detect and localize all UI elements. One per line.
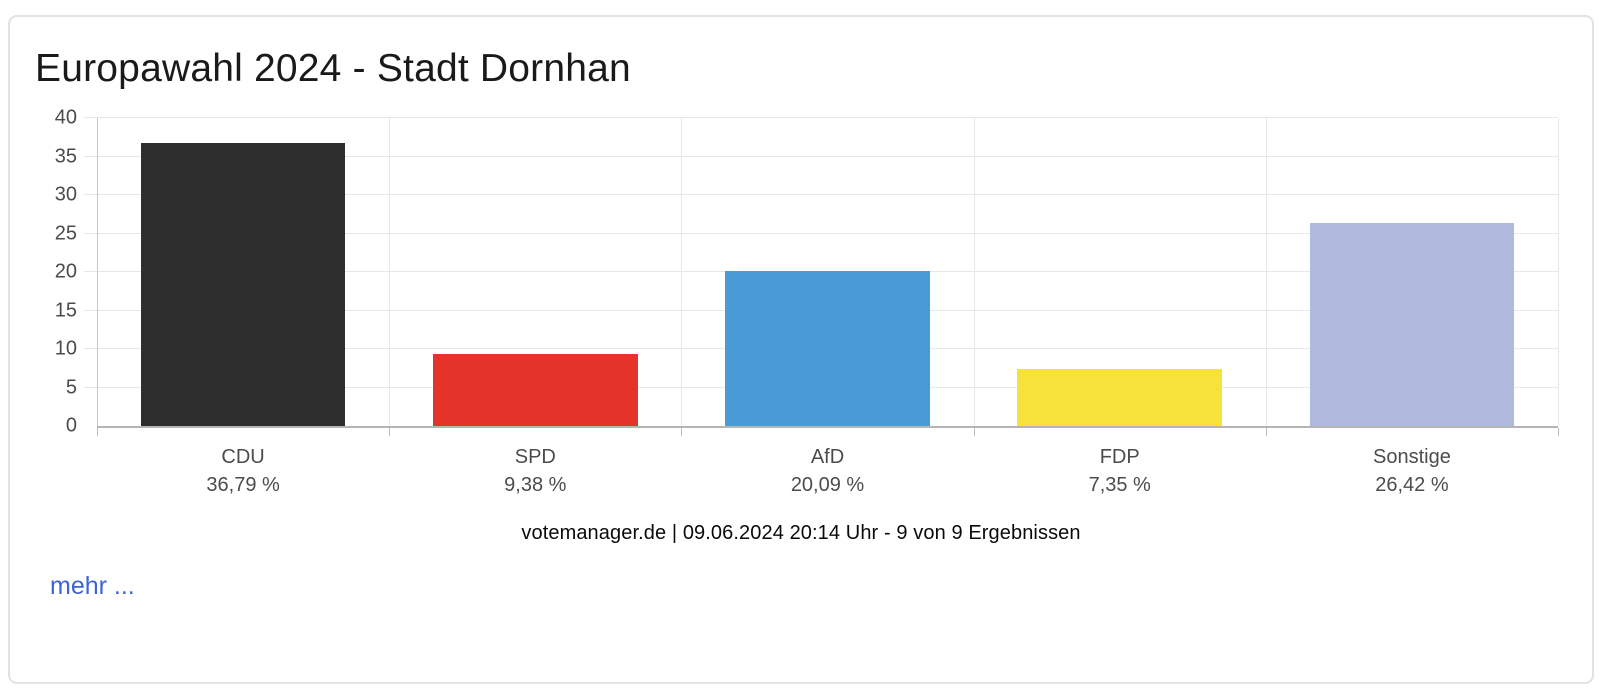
bar-column-spd	[389, 118, 681, 426]
category-name: SPD	[514, 446, 556, 468]
category-value: 20,09 %	[790, 474, 865, 496]
category-name: AfD	[810, 446, 845, 468]
bar-column-afd	[681, 118, 973, 426]
x-axis-tick-mark	[97, 428, 98, 436]
vertical-gridline	[1265, 118, 1267, 426]
bar-spd[interactable]	[433, 353, 638, 426]
category-value: 9,38 %	[504, 474, 567, 496]
gridline	[84, 194, 1558, 195]
category-value: 36,79 %	[206, 474, 280, 496]
category-name: Sonstige	[1372, 446, 1451, 468]
gridline	[84, 232, 1558, 234]
y-axis-tick-label: 5	[65, 376, 77, 398]
page-title: Europawahl 2024 - Stadt Dornhan	[35, 47, 631, 90]
bar-afd[interactable]	[725, 271, 930, 426]
vertical-gridline	[973, 118, 975, 426]
vertical-gridline	[681, 118, 683, 426]
y-axis-tick-label: 40	[54, 106, 77, 129]
x-axis-tick-mark	[973, 428, 975, 436]
gridline	[84, 117, 1558, 118]
y-axis-tick-label: 15	[54, 299, 77, 321]
plot-area: 0 5 10 15 20 25 30 35 40	[55, 107, 1559, 437]
bar-cdu[interactable]	[140, 142, 346, 426]
bar-column-sonstige	[1266, 118, 1558, 426]
category-value: 7,35 %	[1088, 474, 1151, 496]
results-card: Europawahl 2024 - Stadt Dornhan 0 5 10 15 20…	[8, 15, 1594, 684]
x-axis-tick-mark	[389, 428, 391, 436]
bar-chart: 0 5 10 15 20 25 30 35 40 CDU 36,79 % SPD 9,38 % AfD 2…	[10, 107, 1592, 499]
y-axis-tick-label: 35	[54, 145, 77, 167]
more-link[interactable]: mehr ...	[50, 572, 135, 600]
category-name: FDP	[1099, 446, 1140, 468]
x-axis-tick-mark	[681, 428, 683, 436]
category-label-sonstige: Sonstige 26,42 %	[1266, 443, 1558, 499]
category-label-spd: SPD 9,38 %	[389, 443, 681, 499]
category-value: 26,42 %	[1375, 474, 1449, 496]
bar-sonstige[interactable]	[1309, 222, 1515, 426]
vertical-gridline	[1558, 118, 1559, 426]
y-axis-tick-label: 0	[65, 414, 77, 437]
source-line: votemanager.de | 09.06.2024 20:14 Uhr - …	[521, 522, 1081, 544]
bar-fdp[interactable]	[1017, 369, 1222, 426]
y-axis-tick-label: 20	[54, 260, 77, 283]
x-axis-tick-mark	[1558, 428, 1559, 436]
gridline	[84, 155, 1558, 157]
y-axis-tick-label: 30	[54, 183, 77, 206]
plot-wrap: 0 5 10 15 20 25 30 35 40	[55, 107, 1559, 437]
category-label-fdp: FDP 7,35 %	[974, 443, 1266, 499]
vertical-gridline	[389, 118, 391, 426]
x-axis-tick-mark	[1265, 428, 1267, 436]
y-axis-line	[97, 118, 98, 426]
category-label-afd: AfD 20,09 %	[681, 443, 973, 499]
x-axis-labels: CDU 36,79 % SPD 9,38 % AfD 20,09 % FDP 7,35 % So…	[97, 443, 1558, 499]
bar-columns	[97, 118, 1558, 426]
category-label-cdu: CDU 36,79 %	[97, 443, 389, 499]
category-name: CDU	[221, 446, 265, 468]
y-axis-tick-label: 25	[54, 222, 77, 244]
bar-column-cdu	[97, 118, 389, 426]
bar-column-fdp	[974, 118, 1266, 426]
y-axis-tick-label: 10	[54, 337, 77, 360]
